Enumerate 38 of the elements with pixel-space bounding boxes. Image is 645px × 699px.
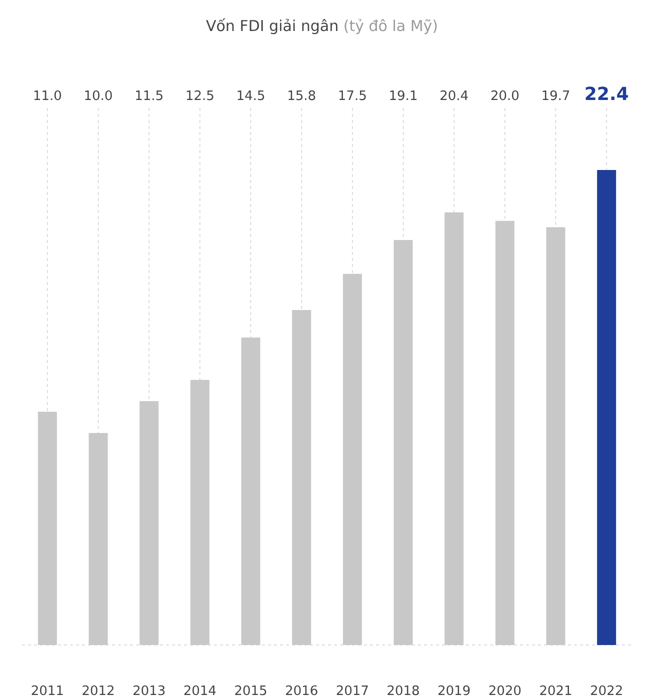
data-label: 19.1 bbox=[390, 90, 417, 100]
data-label: 15.8 bbox=[288, 90, 316, 100]
data-label: 10.0 bbox=[85, 90, 112, 100]
bar bbox=[140, 401, 159, 645]
chart-subtitle: (tỷ đô la Mỹ) bbox=[344, 18, 437, 34]
x-tick-label: 2022 bbox=[590, 685, 622, 696]
bar bbox=[342, 274, 362, 645]
bar bbox=[444, 212, 464, 645]
bar bbox=[241, 338, 260, 645]
x-tick-label: 2012 bbox=[82, 685, 114, 696]
bar bbox=[88, 432, 108, 645]
bar bbox=[597, 170, 616, 645]
x-tick-label: 2016 bbox=[286, 685, 318, 696]
bar bbox=[292, 310, 312, 645]
x-tick-label: 2011 bbox=[32, 685, 63, 696]
data-label: 17.5 bbox=[339, 90, 366, 100]
x-tick-label: 2013 bbox=[133, 685, 165, 696]
bar bbox=[394, 240, 413, 645]
bar bbox=[38, 412, 57, 645]
data-label: 11.5 bbox=[136, 90, 162, 100]
x-tick-label: 2018 bbox=[388, 685, 419, 696]
data-label: 12.5 bbox=[186, 90, 214, 100]
bar bbox=[546, 227, 566, 645]
bar bbox=[495, 220, 514, 645]
x-tick-label: 2015 bbox=[235, 685, 266, 696]
x-tick-label: 2014 bbox=[184, 685, 216, 696]
x-tick-label: 2020 bbox=[489, 685, 521, 696]
x-tick-label: 2019 bbox=[438, 685, 470, 696]
data-label: 19.7 bbox=[542, 90, 570, 100]
data-label: 11.0 bbox=[34, 90, 62, 100]
data-label: 14.5 bbox=[238, 90, 264, 100]
data-label: 20.0 bbox=[491, 90, 519, 100]
data-label: 20.4 bbox=[440, 90, 468, 100]
x-tick-label: 2021 bbox=[540, 685, 572, 696]
bar bbox=[190, 380, 210, 645]
chart-title: Vốn FDI giải ngân bbox=[206, 18, 338, 34]
data-label: 22.4 bbox=[586, 86, 628, 100]
x-tick-label: 2017 bbox=[336, 685, 368, 696]
